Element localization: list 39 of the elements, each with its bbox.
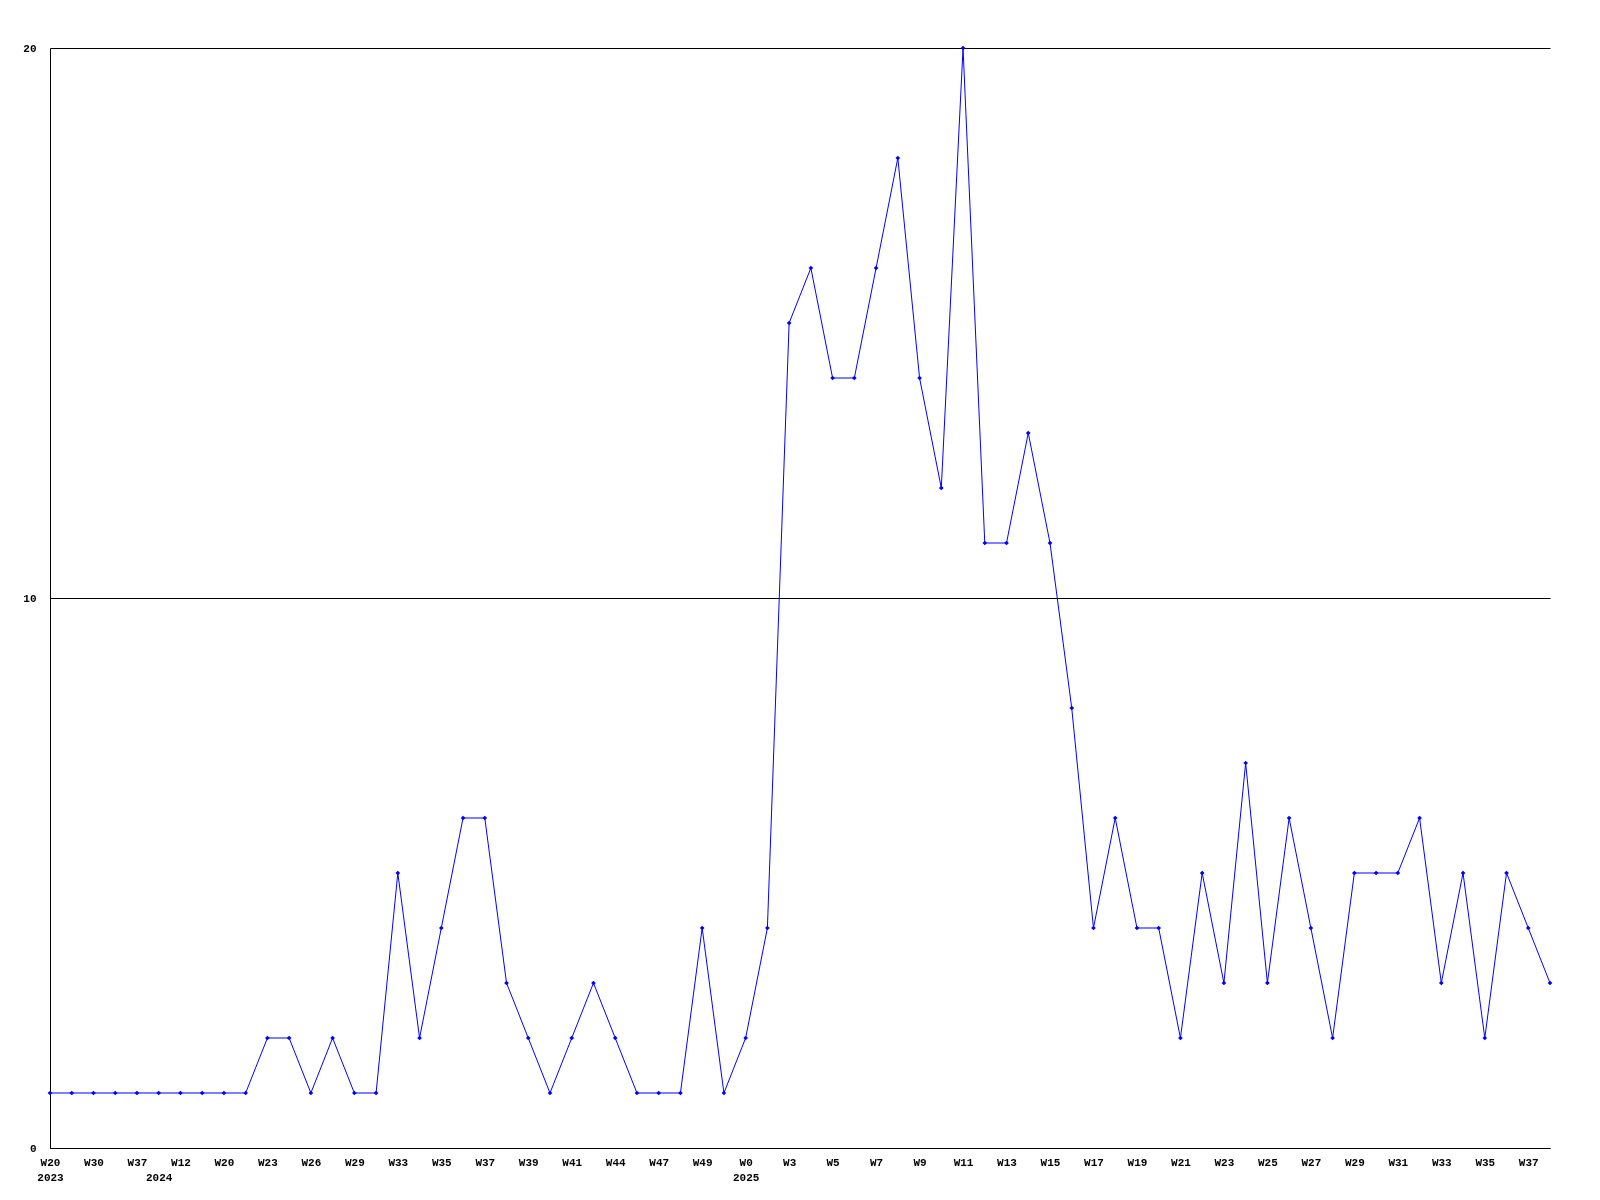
x-tick-label: W17	[1084, 1156, 1104, 1169]
x-tick-label: W21	[1171, 1156, 1192, 1169]
x-tick-label: W12	[171, 1156, 191, 1169]
x-tick-label: W44	[605, 1156, 627, 1169]
x-tick-label: W49	[692, 1156, 713, 1169]
x-tick-label: W23	[1214, 1156, 1235, 1169]
x-tick-label: 2024	[145, 1171, 173, 1184]
x-tick-label: W31	[1388, 1156, 1409, 1169]
x-tick-label: W5	[826, 1156, 841, 1169]
x-tick-label: W33	[388, 1156, 409, 1169]
x-tick-label: W23	[257, 1156, 279, 1169]
x-tick-label: W35	[431, 1156, 453, 1169]
y-tick-label: 20	[23, 42, 37, 55]
x-tick-label: W29	[1344, 1156, 1365, 1169]
x-tick-label: W35	[1475, 1156, 1496, 1169]
y-tick-label: 10	[23, 592, 37, 605]
x-tick-label: W0 2025	[732, 1156, 760, 1184]
x-tick-label: W19	[1127, 1156, 1148, 1169]
x-tick-label: W11	[953, 1156, 974, 1169]
x-tick-label: W13	[997, 1156, 1018, 1169]
x-tick-label: W37	[475, 1156, 496, 1169]
x-tick-label: W20	[214, 1156, 235, 1169]
x-tick-label: W41	[562, 1156, 583, 1169]
x-tick-label: W37	[1518, 1156, 1539, 1169]
x-tick-label: W3	[783, 1156, 797, 1169]
x-tick-label: W25	[1257, 1156, 1279, 1169]
x-tick-label: W37	[127, 1156, 148, 1169]
x-tick-label: W26	[301, 1156, 322, 1169]
x-tick-label: W29	[344, 1156, 365, 1169]
x-tick-label: W20 2023	[37, 1156, 65, 1184]
x-tick-label: W15	[1040, 1156, 1061, 1169]
x-tick-label: W39	[518, 1156, 539, 1169]
x-tick-label: W30	[84, 1156, 104, 1169]
x-tick-label: W47	[649, 1156, 670, 1169]
x-tick-label: W27	[1301, 1156, 1322, 1169]
y-tick-label: 0	[29, 1142, 37, 1155]
x-tick-label: W9	[913, 1156, 927, 1169]
x-tick-label: W33	[1431, 1156, 1453, 1169]
x-tick-label: W7	[869, 1156, 884, 1169]
